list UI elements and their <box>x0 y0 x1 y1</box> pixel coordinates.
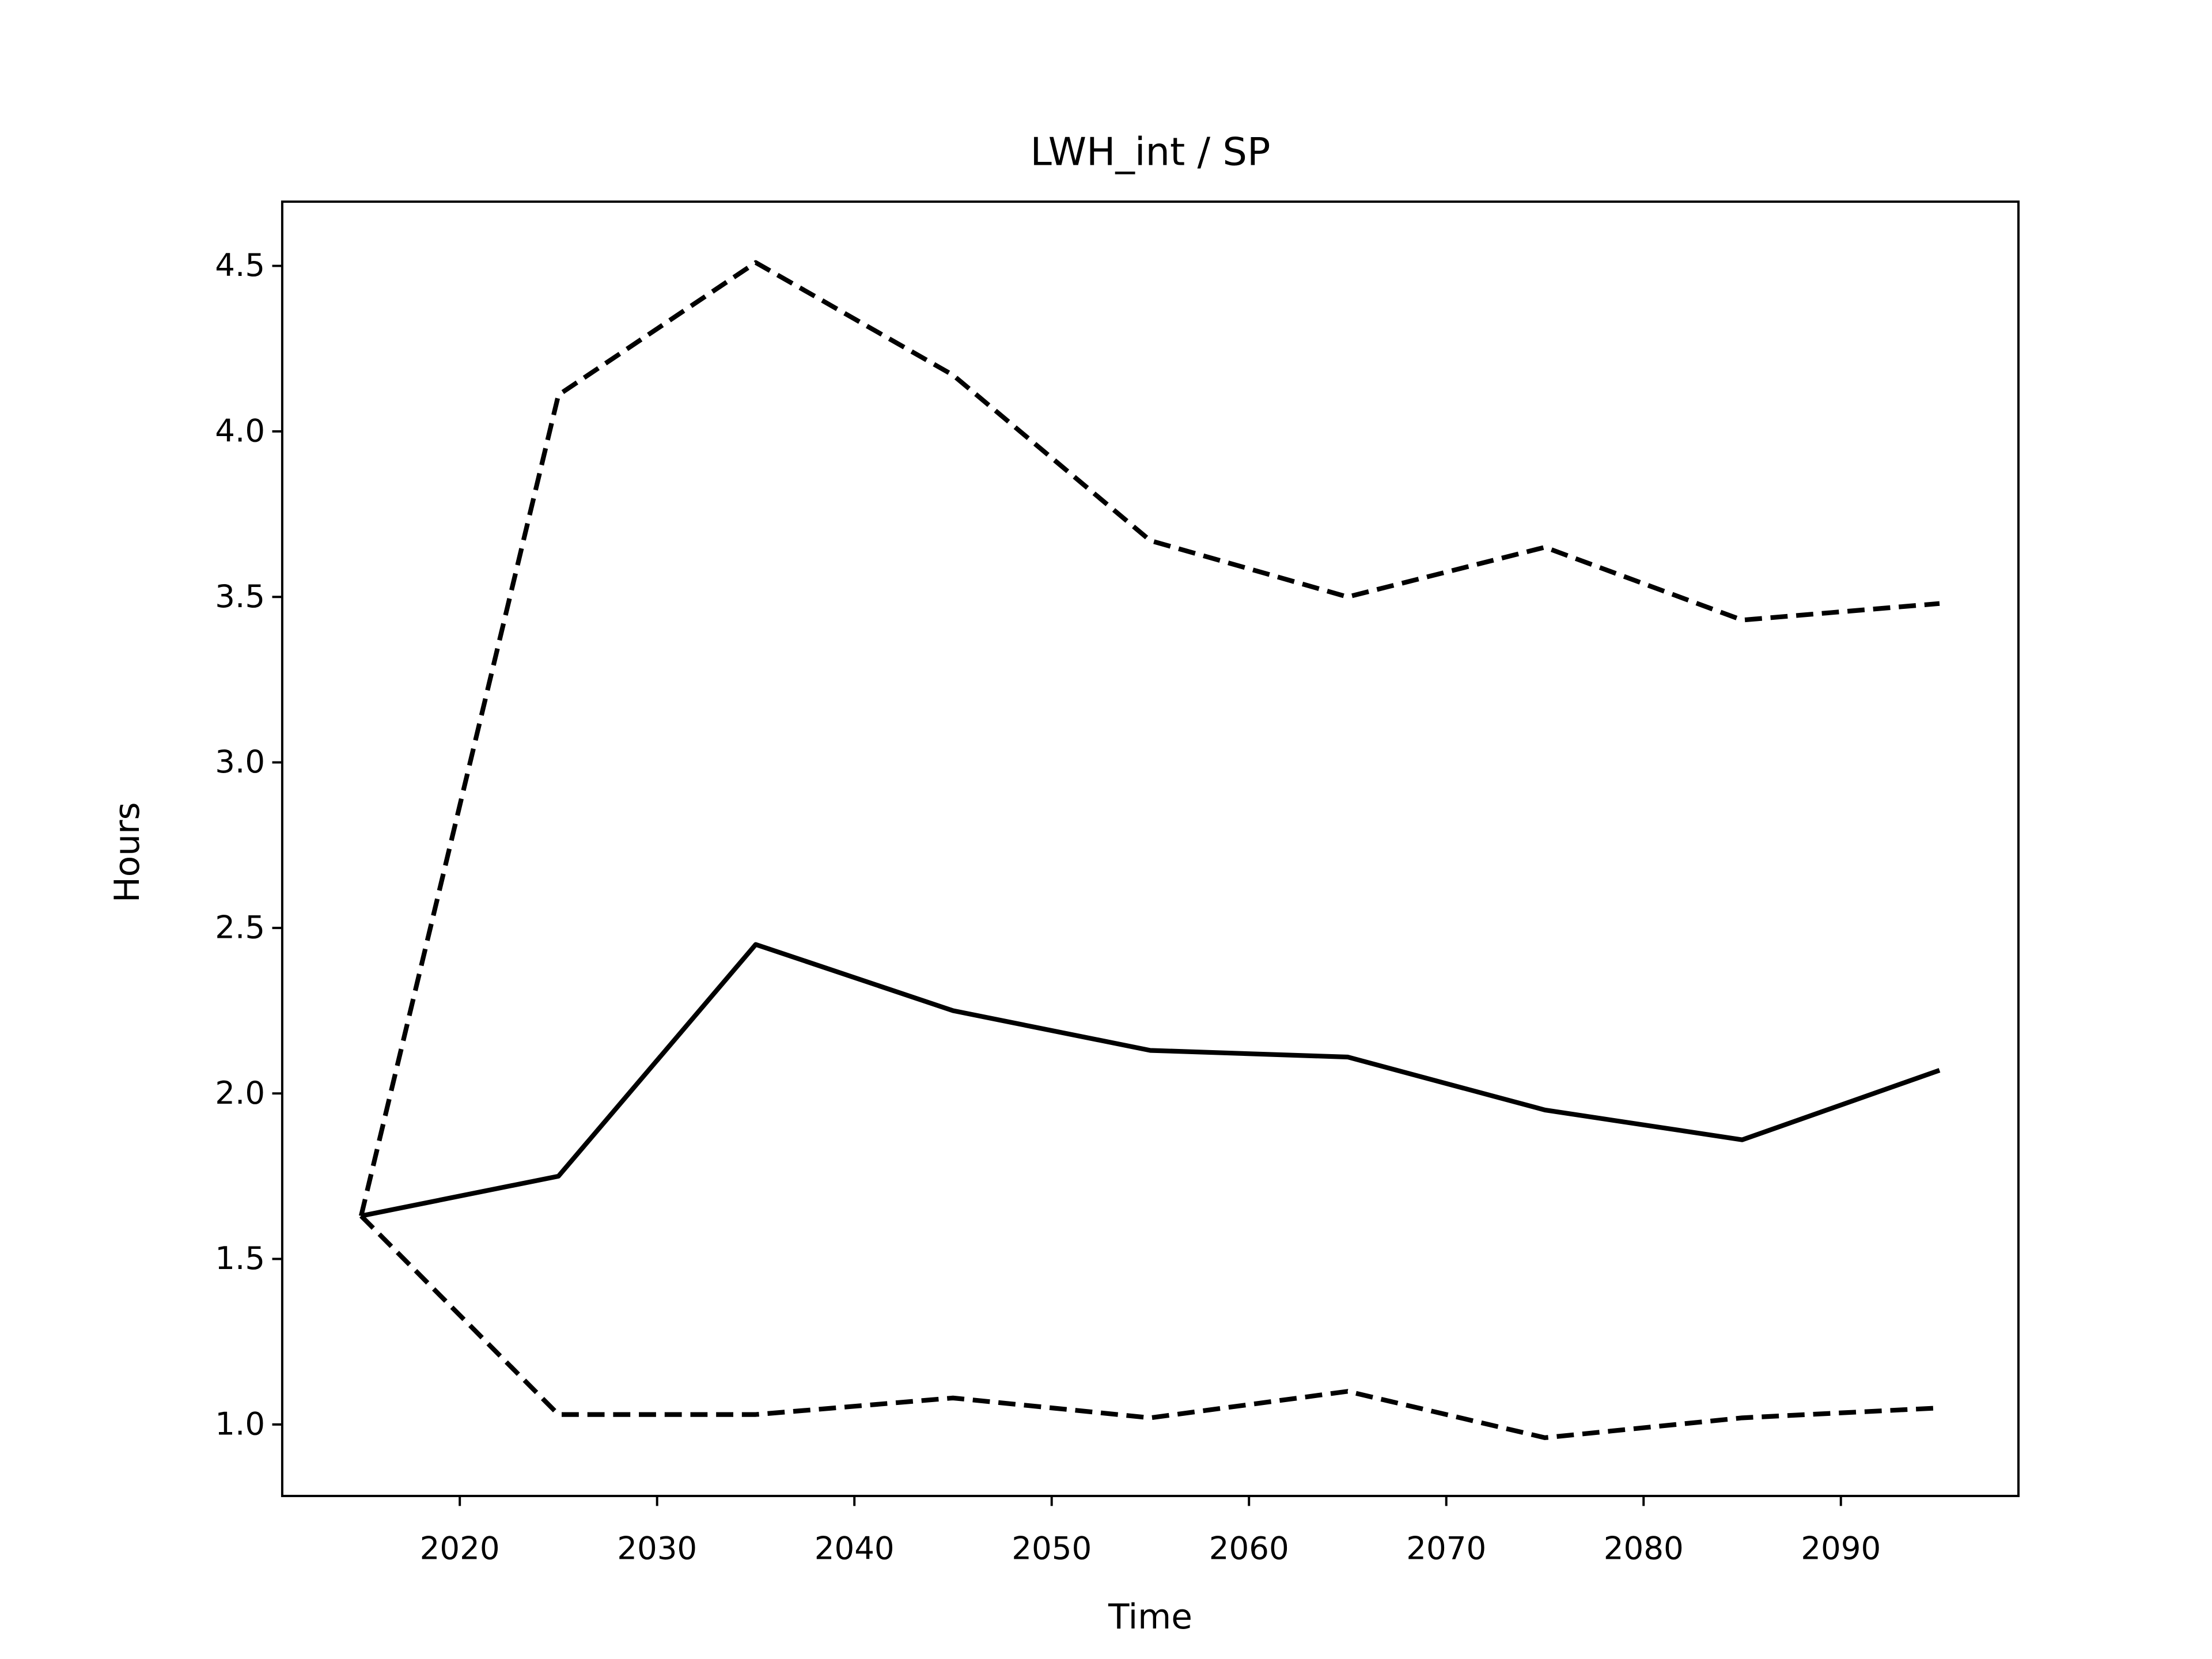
y-tick-label: 1.5 <box>215 1240 265 1277</box>
y-tick-label: 2.0 <box>215 1074 265 1111</box>
x-tick-label: 2070 <box>1406 1529 1486 1566</box>
x-tick-label: 2060 <box>1209 1529 1289 1566</box>
x-tick-label: 2030 <box>617 1529 697 1566</box>
y-tick-label: 4.5 <box>215 247 265 283</box>
plot-frame <box>281 200 2020 1497</box>
y-tick-label: 1.0 <box>215 1405 265 1442</box>
x-tick-label: 2040 <box>815 1529 895 1566</box>
line-series <box>361 942 1941 1218</box>
y-tick-label: 2.5 <box>215 908 265 945</box>
y-tick-label: 4.0 <box>215 412 265 449</box>
y-tick-label: 3.5 <box>215 578 265 615</box>
x-tick-label: 2020 <box>420 1529 500 1566</box>
y-axis-label: Hours <box>108 802 147 903</box>
y-tick-label: 3.0 <box>215 743 265 780</box>
line-series <box>358 260 1940 1217</box>
chart-title: LWH_int / SP <box>1031 130 1271 175</box>
x-tick-label: 2090 <box>1801 1529 1881 1566</box>
x-tick-label: 2050 <box>1012 1529 1092 1566</box>
x-tick-label: 2080 <box>1604 1529 1684 1566</box>
line-series <box>359 1214 1940 1440</box>
x-axis-label: Time <box>1108 1597 1192 1637</box>
